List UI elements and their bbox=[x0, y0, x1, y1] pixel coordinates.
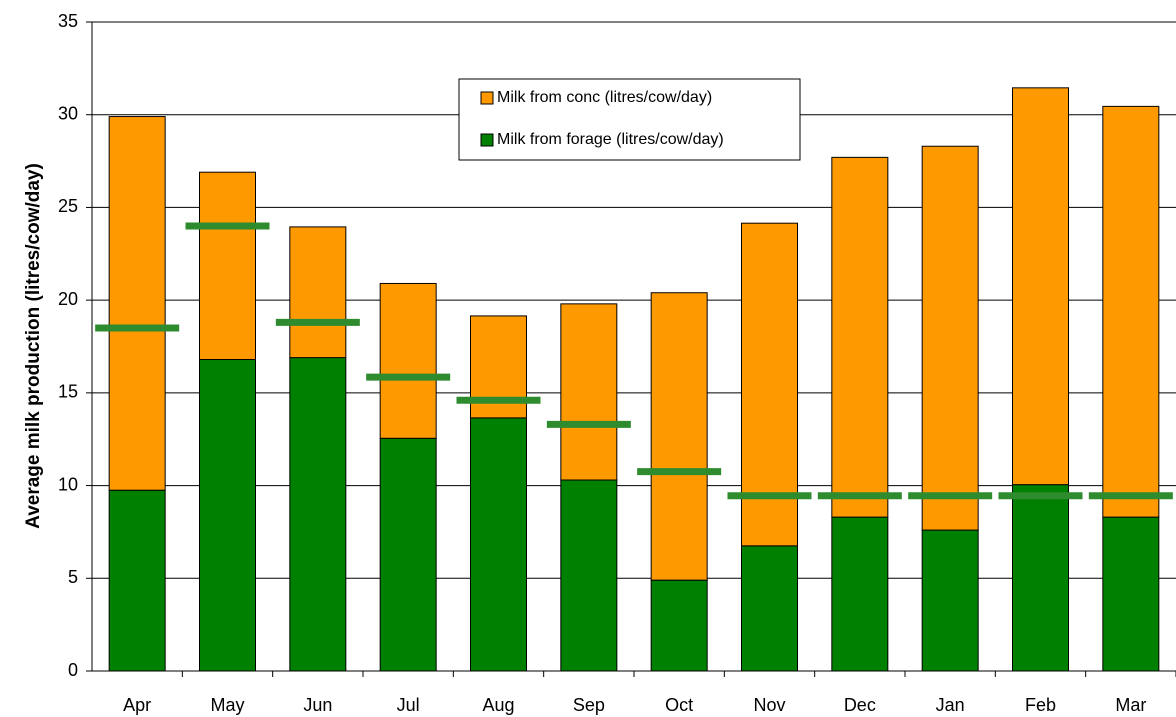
bar-segment bbox=[1012, 484, 1069, 672]
legend-swatch bbox=[480, 133, 494, 147]
bar-segment bbox=[650, 292, 708, 581]
x-tick-label: Dec bbox=[844, 695, 876, 715]
bar-segment bbox=[108, 116, 166, 491]
legend-label: Milk from conc (litres/cow/day) bbox=[497, 89, 712, 106]
x-tick-label: Jul bbox=[397, 695, 420, 715]
bar-segment bbox=[1012, 87, 1069, 486]
x-tick-label: Oct bbox=[665, 695, 693, 715]
bar-segment bbox=[1102, 516, 1160, 672]
bar-segment bbox=[289, 226, 347, 359]
x-tick-label: Sep bbox=[573, 695, 605, 715]
bar-segment bbox=[199, 358, 256, 672]
bar-segment bbox=[379, 282, 437, 439]
bar-segment bbox=[560, 479, 618, 672]
y-axis-title: Average milk production (litres/cow/day) bbox=[23, 163, 44, 529]
x-tick-label: Nov bbox=[753, 695, 785, 715]
bar-segment bbox=[921, 145, 979, 531]
y-tick-label: 30 bbox=[58, 103, 78, 123]
y-tick-label: 35 bbox=[58, 11, 78, 31]
bar-segment bbox=[470, 417, 527, 672]
bar-segment bbox=[831, 516, 889, 672]
x-tick-label: Jan bbox=[936, 695, 965, 715]
bar-segment bbox=[199, 171, 256, 360]
x-tick-label: Feb bbox=[1025, 695, 1056, 715]
bar-segment bbox=[741, 545, 798, 672]
bar-segment bbox=[831, 156, 889, 518]
y-tick-label: 15 bbox=[58, 382, 78, 402]
bar-segment bbox=[289, 357, 347, 672]
x-tick-label: Apr bbox=[123, 695, 151, 715]
y-tick-label: 5 bbox=[68, 567, 78, 587]
y-tick-label: 10 bbox=[58, 474, 78, 494]
bar-segment bbox=[560, 303, 618, 481]
y-tick-label: 25 bbox=[58, 196, 78, 216]
bar-segment bbox=[379, 437, 437, 672]
bar-segment bbox=[650, 579, 708, 672]
bar-segment bbox=[741, 222, 798, 547]
x-tick-label: Aug bbox=[482, 695, 514, 715]
legend-swatch bbox=[480, 91, 494, 105]
x-tick-label: Jun bbox=[303, 695, 332, 715]
legend-box bbox=[458, 78, 801, 161]
y-tick-label: 20 bbox=[58, 289, 78, 309]
bar-segment bbox=[921, 529, 979, 672]
bar-segment bbox=[108, 489, 166, 672]
y-tick-label: 0 bbox=[68, 660, 78, 680]
bar-segment bbox=[1102, 105, 1160, 518]
legend-label: Milk from forage (litres/cow/day) bbox=[497, 131, 724, 148]
x-tick-label: Mar bbox=[1115, 695, 1146, 715]
x-tick-label: May bbox=[210, 695, 244, 715]
